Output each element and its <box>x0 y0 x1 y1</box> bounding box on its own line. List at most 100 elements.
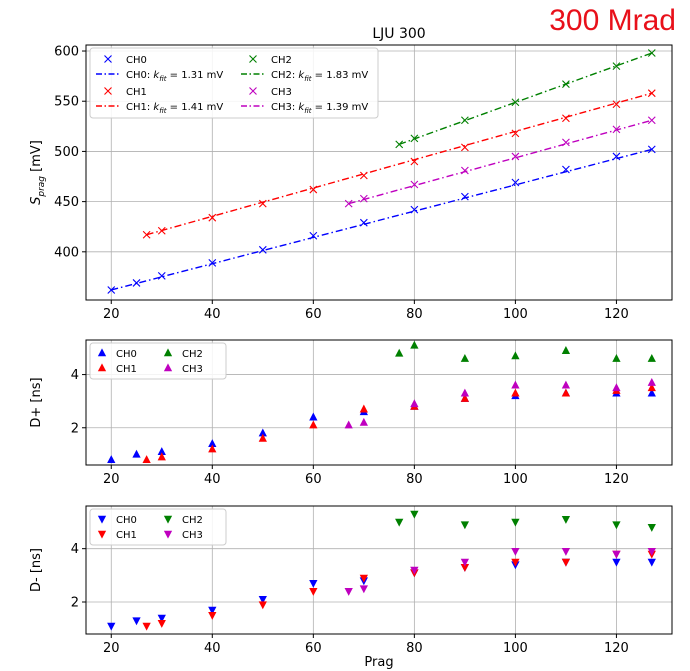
data-point-ch1 <box>258 433 267 442</box>
legend-marker-ch3 <box>163 530 173 539</box>
data-point-ch2 <box>647 354 656 362</box>
data-point-ch3 <box>612 550 621 559</box>
legend-box <box>89 342 227 380</box>
x-tick-label: 40 <box>204 472 221 487</box>
y-tick-label: 400 <box>54 245 79 260</box>
data-point-ch1 <box>460 393 470 402</box>
legend-fit-entry-ch0: CH0: kfit = 1.31 mV <box>126 70 223 83</box>
data-point-ch1 <box>460 564 470 572</box>
data-point-ch0 <box>157 447 166 456</box>
y-axis-label: Sprag [mV] <box>29 140 47 205</box>
fit-line-ch0 <box>111 148 652 291</box>
data-point-ch0 <box>359 218 368 227</box>
data-point-ch2 <box>410 134 419 143</box>
data-point-ch1 <box>460 143 469 152</box>
x-tick-label: 20 <box>103 472 120 487</box>
data-point-ch1 <box>359 574 368 583</box>
legend-box <box>89 47 379 119</box>
data-point-ch3 <box>562 138 570 147</box>
data-point-ch0 <box>258 596 267 604</box>
data-point-ch0 <box>612 152 621 161</box>
data-point-ch3 <box>647 548 656 556</box>
data-point-ch0 <box>157 614 166 623</box>
data-point-ch2 <box>395 348 404 357</box>
plot-frame <box>85 339 673 466</box>
data-point-ch1 <box>511 129 520 138</box>
data-point-ch2 <box>460 354 470 362</box>
data-point-ch1 <box>410 157 419 166</box>
data-point-ch1 <box>142 622 151 631</box>
legend-entry-ch3: CH3 <box>182 530 203 541</box>
legend-entry-ch2: CH2 <box>182 515 203 526</box>
legend-entry-ch0: CH0 <box>116 349 137 360</box>
data-point-ch2 <box>511 518 520 527</box>
data-point-ch2 <box>561 516 571 524</box>
legend-entry-ch1: CH1 <box>116 364 137 375</box>
data-point-ch3 <box>612 125 621 134</box>
legend: CH0 CH0: kfit = 1.31 mV CH1 CH1: kfit = 1.4… <box>89 47 379 119</box>
data-point-ch0 <box>647 145 656 154</box>
legend-marker-ch0 <box>97 515 107 524</box>
legend-entry-ch3: CH3 <box>182 364 203 375</box>
x-tick-label: 120 <box>604 472 629 487</box>
radiation-dose-label: 300 Mrad <box>549 4 676 37</box>
x-tick-label: 100 <box>503 641 528 656</box>
x-tick-label: 20 <box>103 641 120 656</box>
data-point-ch0 <box>309 412 318 421</box>
data-point-ch1 <box>647 89 656 98</box>
plot-frame <box>85 505 673 635</box>
data-point-ch2 <box>395 140 404 149</box>
fit-line-ch3 <box>348 119 652 205</box>
data-point-ch3 <box>359 585 368 594</box>
data-point-ch1 <box>309 420 318 429</box>
data-point-ch3 <box>410 399 419 408</box>
data-point-ch0 <box>309 580 318 588</box>
y-axis-label: D- [ns] <box>29 548 44 592</box>
data-point-ch0 <box>647 388 656 397</box>
y-tick-label: 550 <box>54 95 79 110</box>
legend-box <box>89 508 227 546</box>
data-point-ch2 <box>612 354 621 362</box>
data-point-ch2 <box>647 49 656 57</box>
data-point-ch1 <box>258 601 267 610</box>
data-point-ch3 <box>561 380 571 389</box>
data-point-ch0 <box>208 439 217 448</box>
data-point-ch0 <box>612 558 621 567</box>
x-tick-label: 80 <box>406 307 423 322</box>
data-point-ch3 <box>647 377 656 386</box>
fit-line-ch2 <box>398 52 653 146</box>
data-point-ch3 <box>460 388 470 397</box>
data-point-ch1 <box>561 558 571 567</box>
legend-marker-ch2 <box>249 55 257 63</box>
data-point-ch0 <box>107 455 116 463</box>
x-tick-label: 120 <box>604 307 629 322</box>
data-point-ch1 <box>309 588 318 596</box>
data-point-ch0 <box>647 558 656 567</box>
x-tick-label: 60 <box>305 472 322 487</box>
legend-marker-ch1 <box>97 363 107 372</box>
data-point-ch3 <box>359 194 368 203</box>
data-point-ch2 <box>612 521 621 530</box>
legend-entry-ch0: CH0 <box>116 515 137 526</box>
data-point-ch3 <box>460 166 469 175</box>
y-tick-label: 4 <box>71 368 79 383</box>
data-point-ch1 <box>157 226 166 235</box>
data-point-ch3 <box>344 199 353 208</box>
data-point-ch0 <box>309 231 318 240</box>
data-point-ch0 <box>258 428 267 437</box>
x-tick-label: 40 <box>204 307 221 322</box>
data-point-ch1 <box>561 388 571 397</box>
x-tick-label: 100 <box>503 472 528 487</box>
data-point-ch2 <box>647 524 656 532</box>
data-point-ch1 <box>142 230 151 239</box>
data-point-ch1 <box>157 620 166 628</box>
y-tick-label: 500 <box>54 145 79 160</box>
legend-marker-ch2 <box>163 348 173 357</box>
data-point-ch1 <box>309 185 318 194</box>
legend-entry-ch0: CH0 <box>126 55 147 66</box>
data-point-ch0 <box>132 449 141 458</box>
data-point-ch1 <box>208 444 217 453</box>
legend-entry-ch3: CH3 <box>271 87 292 98</box>
data-point-ch0 <box>511 178 520 187</box>
